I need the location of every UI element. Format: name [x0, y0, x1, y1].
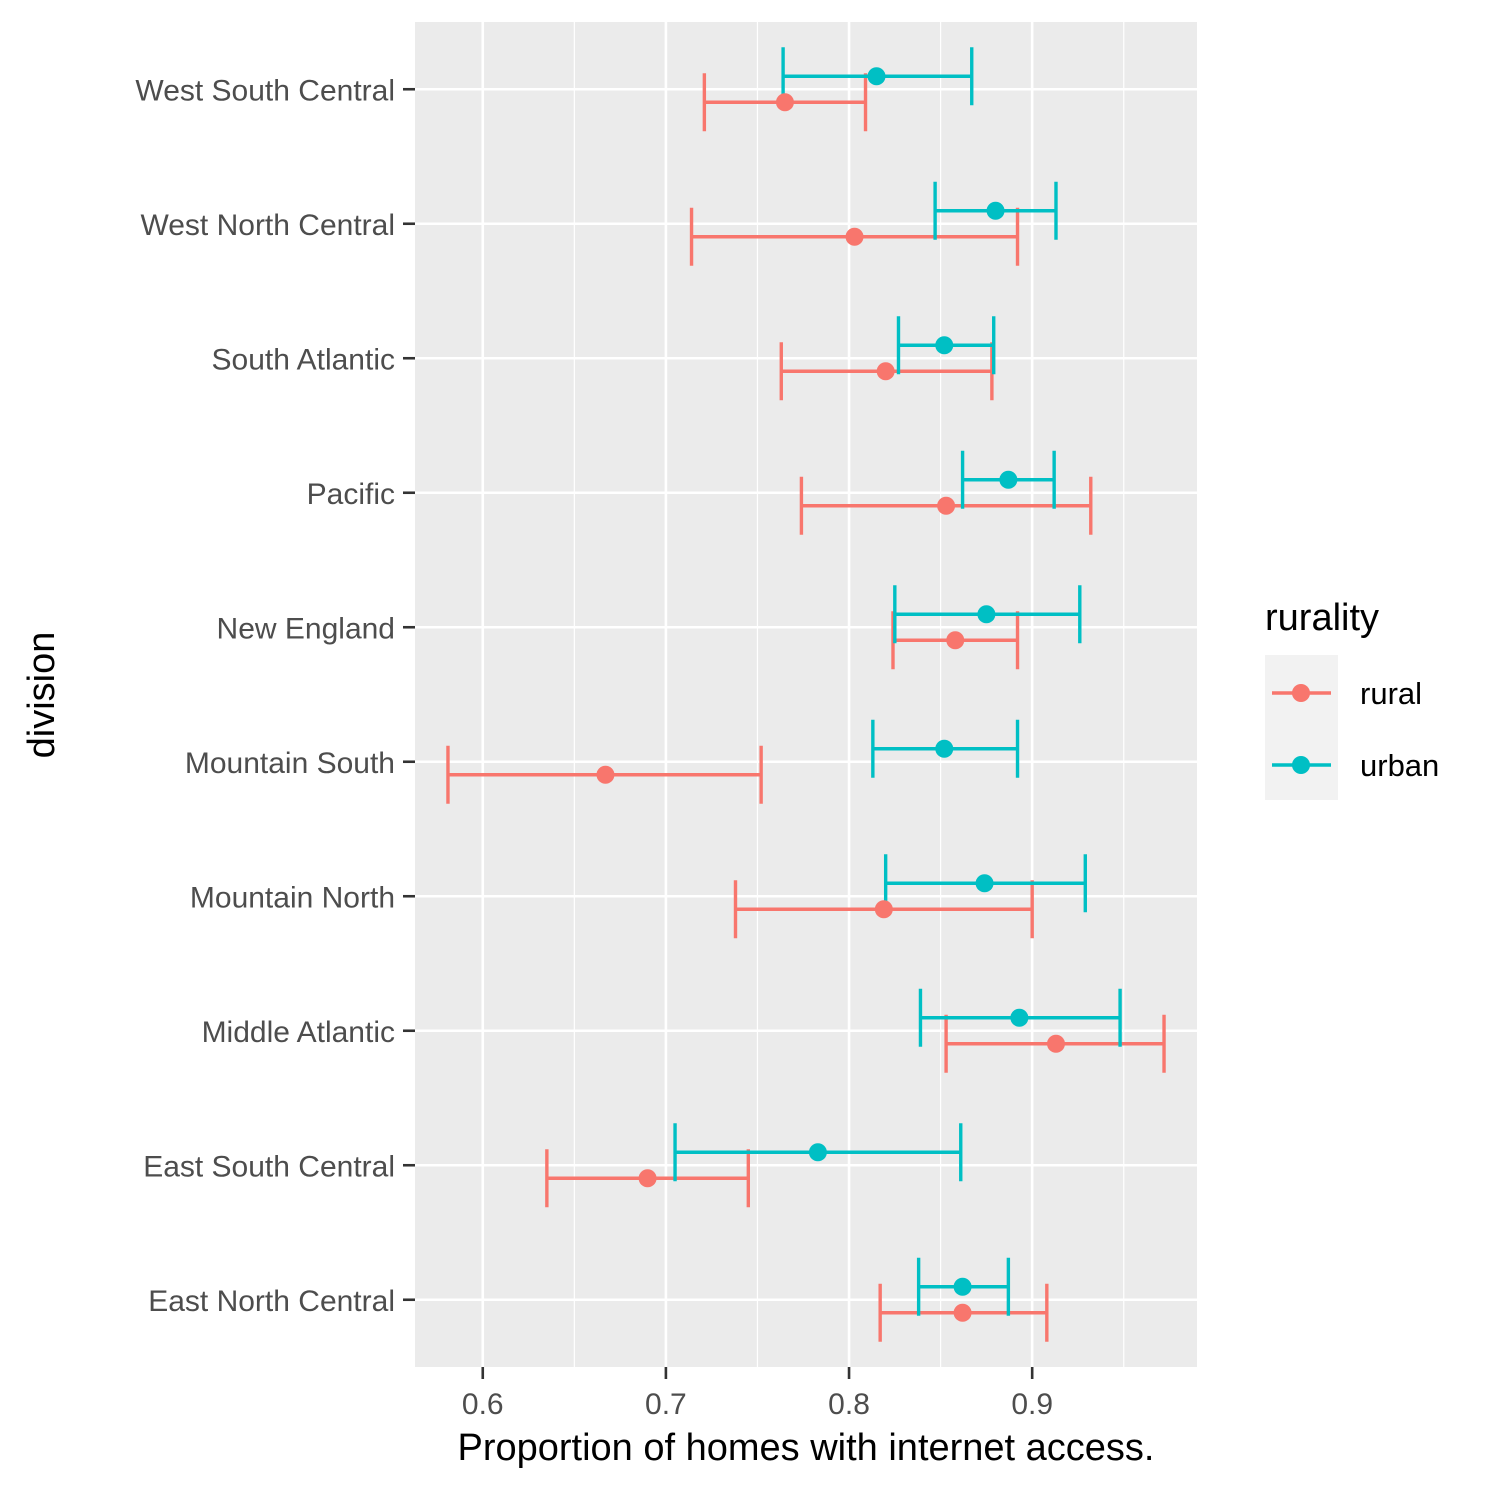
y-tick-label: Pacific: [307, 478, 395, 511]
y-axis-title: division: [21, 632, 63, 759]
legend-key-point: [1292, 684, 1310, 702]
legend-key-background: [1265, 655, 1338, 800]
point-urban: [935, 336, 954, 355]
x-tick-label: 0.6: [462, 1388, 504, 1421]
point-urban: [953, 1277, 972, 1296]
point-urban: [977, 605, 996, 624]
point-rural: [874, 900, 893, 919]
y-tick-label: East South Central: [143, 1150, 395, 1183]
point-rural: [937, 496, 956, 515]
legend-key-point: [1292, 756, 1310, 774]
point-rural: [953, 1303, 972, 1322]
plot-panel: [415, 22, 1197, 1367]
point-rural: [845, 227, 864, 246]
grid-lines: [415, 22, 1197, 1367]
x-tick-label: 0.8: [828, 1388, 870, 1421]
point-rural: [596, 765, 615, 784]
x-axis: 0.6 0.7 0.8 0.9: [462, 1367, 1053, 1421]
y-tick-label: East North Central: [148, 1285, 395, 1318]
x-tick-label: 0.7: [645, 1388, 687, 1421]
point-urban: [1010, 1008, 1029, 1027]
point-urban: [808, 1143, 827, 1162]
legend-entries: rural urban: [1272, 676, 1439, 783]
legend-label-rural: rural: [1360, 676, 1422, 711]
point-urban: [935, 739, 954, 758]
y-tick-label: New England: [217, 612, 395, 645]
y-tick-label: Mountain North: [190, 881, 395, 914]
point-urban: [999, 470, 1018, 489]
y-axis: East North Central East South Central Midd…: [135, 74, 415, 1318]
point-urban: [867, 67, 886, 86]
point-urban: [975, 874, 994, 893]
legend-label-urban: urban: [1360, 748, 1439, 783]
point-urban: [986, 201, 1005, 220]
point-estimates: [596, 67, 1065, 1322]
x-axis-title: Proportion of homes with internet access…: [457, 1427, 1154, 1469]
y-tick-label: South Atlantic: [212, 343, 395, 376]
y-tick-label: Mountain South: [185, 747, 395, 780]
x-tick-label: 0.9: [1011, 1388, 1053, 1421]
point-rural: [946, 631, 965, 650]
point-rural: [876, 362, 895, 381]
point-rural: [1046, 1034, 1065, 1053]
legend: rurality rural urban: [1265, 597, 1439, 800]
y-tick-label: West South Central: [135, 74, 395, 107]
y-tick-label: Middle Atlantic: [202, 1016, 395, 1049]
legend-title: rurality: [1265, 597, 1379, 639]
point-rural: [775, 93, 794, 112]
y-tick-label: West North Central: [140, 209, 395, 242]
point-rural: [638, 1169, 657, 1188]
